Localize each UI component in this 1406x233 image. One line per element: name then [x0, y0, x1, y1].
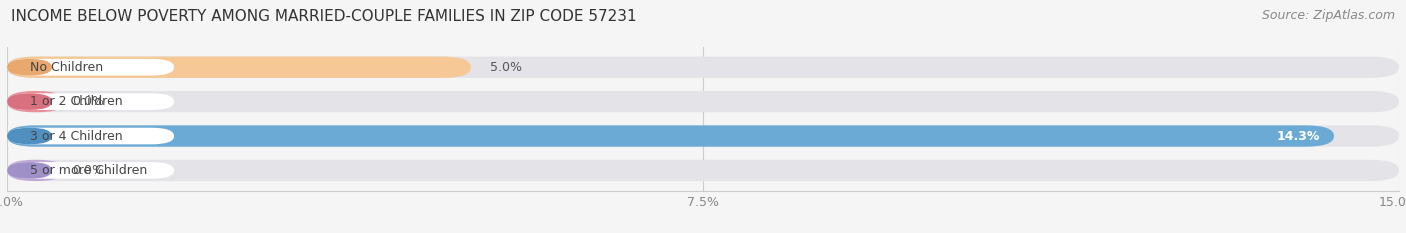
Text: INCOME BELOW POVERTY AMONG MARRIED-COUPLE FAMILIES IN ZIP CODE 57231: INCOME BELOW POVERTY AMONG MARRIED-COUPL…: [11, 9, 637, 24]
FancyBboxPatch shape: [7, 125, 1334, 147]
FancyBboxPatch shape: [7, 91, 65, 112]
FancyBboxPatch shape: [7, 128, 174, 144]
FancyBboxPatch shape: [7, 93, 174, 110]
FancyBboxPatch shape: [7, 59, 52, 75]
FancyBboxPatch shape: [7, 59, 174, 75]
FancyBboxPatch shape: [7, 57, 1399, 78]
Text: Source: ZipAtlas.com: Source: ZipAtlas.com: [1261, 9, 1395, 22]
FancyBboxPatch shape: [7, 91, 1399, 112]
FancyBboxPatch shape: [7, 57, 471, 78]
FancyBboxPatch shape: [7, 125, 1399, 147]
Text: 5 or more Children: 5 or more Children: [31, 164, 148, 177]
Text: No Children: No Children: [31, 61, 104, 74]
Text: 0.0%: 0.0%: [72, 95, 104, 108]
FancyBboxPatch shape: [7, 160, 1399, 181]
Text: 1 or 2 Children: 1 or 2 Children: [31, 95, 122, 108]
FancyBboxPatch shape: [7, 162, 174, 179]
Text: 0.0%: 0.0%: [72, 164, 104, 177]
FancyBboxPatch shape: [7, 93, 52, 110]
Text: 5.0%: 5.0%: [489, 61, 522, 74]
Text: 14.3%: 14.3%: [1277, 130, 1320, 143]
FancyBboxPatch shape: [7, 128, 52, 144]
FancyBboxPatch shape: [7, 160, 65, 181]
FancyBboxPatch shape: [7, 162, 52, 179]
Text: 3 or 4 Children: 3 or 4 Children: [31, 130, 122, 143]
